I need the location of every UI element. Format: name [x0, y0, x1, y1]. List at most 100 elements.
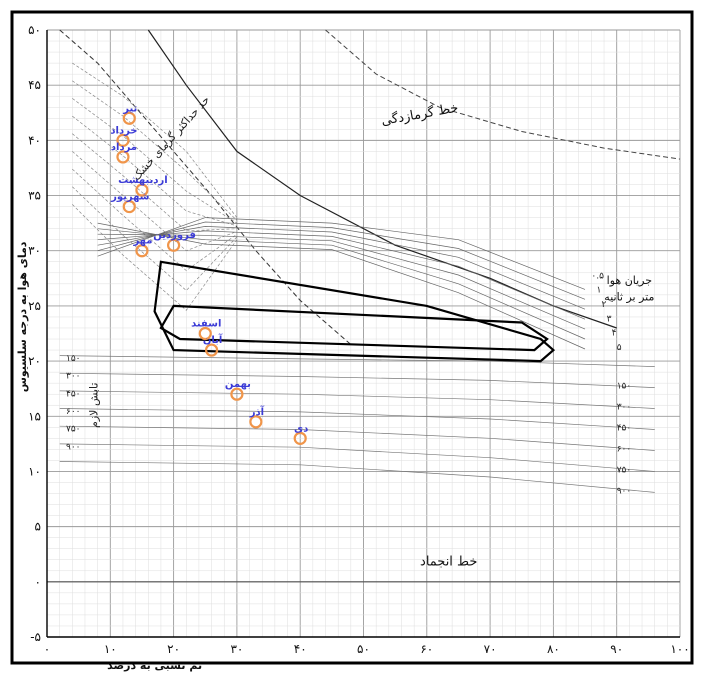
humidity-fan-line: [72, 115, 237, 227]
max-dry-dashed-curve: [59, 29, 352, 345]
axes: ۰ ۱۰ ۲۰ ۳۰ ۴۰ ۵۰ ۶۰ ۷۰ ۸۰ ۹۰ ۱۰۰-۵۰۵۱۰۱۵۲۰۲۵۳۰۳۵۴۰…: [16, 23, 690, 672]
wind-speed-label: ۲: [602, 300, 607, 310]
wind-unit-label: متر بر ثانیه: [604, 290, 654, 303]
y-tick-label: ۴۰: [28, 133, 41, 147]
month-point: [135, 183, 149, 197]
month-label: خرداد: [110, 125, 137, 136]
y-tick-label: ۲۵: [28, 299, 41, 313]
radiation-curve: [59, 425, 655, 451]
radiation-label-left: ۶۰۰: [66, 407, 81, 417]
radiation-label-left: ۴۵۰: [66, 389, 81, 399]
wind-speed-label: ۳: [607, 314, 612, 324]
x-axis-title: نم نسبی به درصد: [107, 659, 202, 672]
radiation-label-right: ۷۵۰: [617, 466, 632, 476]
y-tick-label: ۴۵: [28, 78, 41, 92]
y-tick-label: ۳۵: [28, 189, 41, 203]
month-point: [116, 150, 130, 164]
radiation-label-left: ۳۰۰: [66, 372, 81, 382]
comfort-zone-inner: [159, 304, 549, 352]
month-label: مهر: [132, 236, 152, 247]
y-tick-label: ۰: [35, 575, 41, 589]
wind-speed-label: ۱: [596, 286, 601, 296]
wind-speed-curve: [97, 226, 586, 310]
radiation-curve: [59, 443, 655, 472]
radiation-curve: [59, 390, 655, 409]
humidity-fan-line: [72, 98, 238, 224]
comfort-zone-outer: [153, 260, 556, 363]
humidity-fan-line: [72, 133, 237, 232]
month-label: آذر: [249, 405, 265, 418]
y-tick-label: ۵۰: [28, 23, 41, 37]
month-point: [198, 326, 212, 341]
month-point: [135, 244, 149, 258]
radiation-title-label: تابش لازم: [88, 383, 101, 428]
humidity-fan-line: [72, 62, 238, 218]
radiation-label-left: ۹۰۰: [66, 442, 81, 452]
y-tick-label: ۳۰: [28, 244, 41, 258]
humidity-fan-line: [72, 168, 238, 272]
x-tick-label: ۶۰: [420, 642, 433, 656]
grid: [46, 29, 681, 638]
wind-speed-curve: [97, 233, 586, 330]
y-tick-label: -۵: [30, 630, 41, 644]
x-tick-label: ۲۰: [167, 642, 180, 656]
wind-speed-curve: [97, 228, 586, 340]
wind-speed-curve: [97, 230, 586, 320]
wind-speed-label: ۰.۵: [591, 271, 604, 281]
month-label: مرداد: [111, 142, 137, 153]
radiation-label-right: ۳۰۰: [617, 403, 632, 413]
month-label: اردیبهشت: [118, 175, 168, 186]
radiation-label-left: ۱۵۰: [66, 354, 81, 364]
x-tick-label: ۸۰: [547, 642, 560, 656]
y-tick-label: ۱۰: [28, 464, 41, 478]
x-tick-label: ۰: [44, 642, 50, 656]
radiation-label-right: ۶۰۰: [617, 445, 632, 455]
month-label: فروردین: [153, 230, 196, 241]
x-tick-label: ۱۰: [104, 642, 117, 656]
x-tick-label: ۳۰: [230, 642, 243, 656]
month-label: دی: [294, 423, 308, 434]
humidity-fan-line: [72, 186, 238, 291]
month-label: شهریور: [110, 192, 150, 203]
month-label: آبان: [203, 333, 223, 346]
radiation-label-right: ۱۵۰: [617, 382, 632, 392]
x-tick-label: ۵۰: [357, 642, 370, 656]
radiation-curve: [59, 355, 655, 367]
y-axis-title: دمای هوا به درجه سلسیوس: [16, 241, 29, 392]
month-label: بهمن: [225, 379, 251, 390]
radiation-curve: [59, 461, 655, 493]
y-tick-label: ۵: [35, 520, 41, 534]
x-tick-label: ۹۰: [610, 642, 623, 656]
month-point: [122, 111, 136, 125]
month-point: [293, 431, 307, 445]
month-point: [116, 133, 130, 147]
wind-label: جریان هوا: [607, 274, 652, 287]
month-point: [249, 415, 263, 429]
radiation-curve: [59, 408, 655, 430]
wind-speed-label: ۵: [617, 343, 622, 353]
month-point: [230, 387, 244, 401]
radiation-label-right: ۹۰۰: [617, 487, 632, 497]
curves: [59, 29, 681, 493]
month-point: [167, 238, 181, 252]
radiation-label-right: ۴۵۰: [617, 424, 632, 434]
wind-speed-curve: [97, 222, 586, 350]
wind-speed-label: ۴: [612, 329, 617, 339]
outer-border: [10, 10, 694, 665]
humidity-fan-line: [72, 204, 238, 311]
radiation-label-left: ۷۵۰: [66, 425, 81, 435]
freezing-label: خط انجماد: [420, 554, 477, 569]
x-tick-label: ۴۰: [294, 642, 307, 656]
wind-speed-curve: [97, 221, 586, 300]
month-label: تیر: [122, 103, 137, 114]
upper-dashed-curve: [325, 29, 681, 160]
x-tick-label: ۷۰: [484, 642, 497, 656]
month-label: اسفند: [191, 319, 221, 330]
x-tick-label: ۱۰۰: [670, 642, 689, 656]
wind-speed-curve: [97, 217, 586, 290]
month-point: [204, 343, 219, 357]
